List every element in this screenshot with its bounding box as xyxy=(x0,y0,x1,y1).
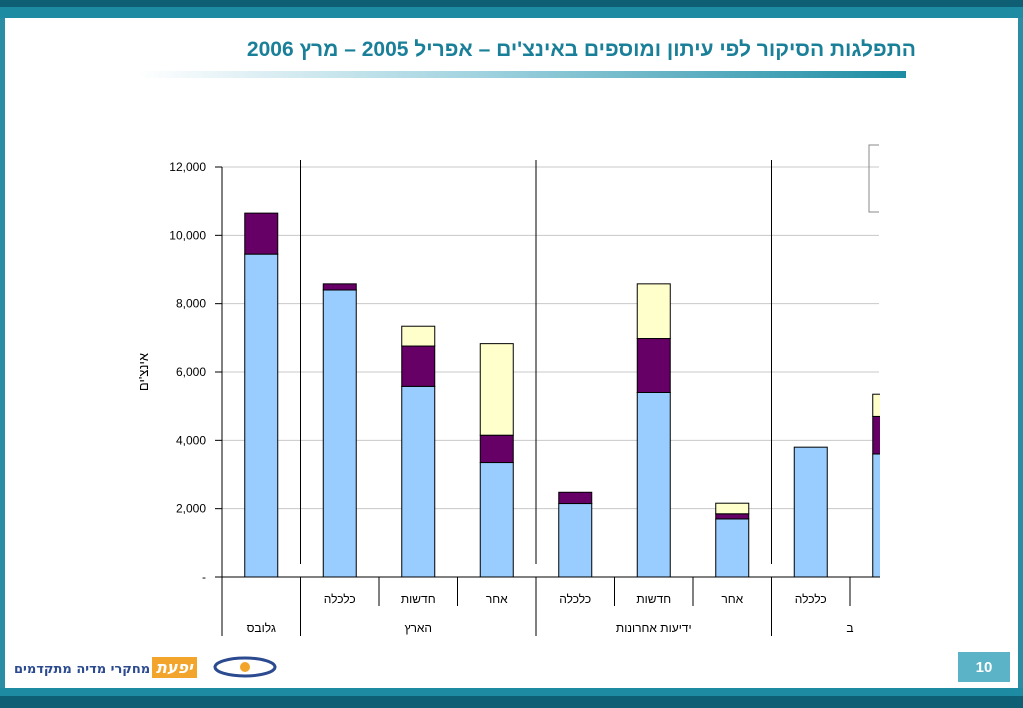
right-frame xyxy=(1018,18,1023,688)
category-label: כלכלה xyxy=(795,592,827,606)
y-axis-label: אינצ'ים xyxy=(136,353,151,391)
bar-segment xyxy=(715,513,750,520)
bar-segment xyxy=(401,385,436,578)
bottom-frame-band-light xyxy=(0,688,1023,696)
logo-brand: יפעת xyxy=(152,657,197,678)
bar-segment xyxy=(401,345,436,387)
bar-segment xyxy=(479,434,514,464)
group-label: הארץ xyxy=(404,621,432,635)
category-label: אחר xyxy=(721,592,743,606)
y-tick-label: - xyxy=(202,570,206,584)
slide-title: התפלגות הסיקור לפי עיתון ומוספים באינצ'י… xyxy=(246,38,916,61)
legend-box xyxy=(868,144,879,213)
y-tick-label: 8,000 xyxy=(176,297,206,311)
category-label: כלכלה xyxy=(559,592,591,606)
bar-segment xyxy=(322,283,357,291)
category-label: אחר xyxy=(486,592,508,606)
top-frame-band-light xyxy=(0,7,1023,18)
bar-segment xyxy=(715,518,750,578)
company-logo: מחקרי מדיה מתקדמים יפעת xyxy=(14,652,284,682)
logo-tagline: מחקרי מדיה מתקדמים xyxy=(14,662,151,677)
bar-segment xyxy=(636,392,671,578)
bar-segment xyxy=(793,446,828,578)
bar-segment xyxy=(401,325,436,347)
bar-segment xyxy=(244,212,279,255)
y-tick-label: 12,000 xyxy=(169,160,206,174)
category-label: כלכלה xyxy=(324,592,356,606)
bar-segment xyxy=(558,503,593,578)
bar-segment xyxy=(479,462,514,578)
bar-segment xyxy=(244,253,279,578)
bar-segment xyxy=(558,491,593,505)
y-tick-label: 6,000 xyxy=(176,365,206,379)
y-tick-label: 10,000 xyxy=(169,228,206,242)
group-label: ב xyxy=(846,621,853,635)
group-label: גלובס xyxy=(247,621,276,635)
bar-segment xyxy=(715,502,750,515)
page-number: 10 xyxy=(958,652,1010,682)
category-label: חדשות xyxy=(636,592,671,606)
y-tick-label: 4,000 xyxy=(176,433,206,447)
bar-segment xyxy=(479,343,514,436)
left-frame xyxy=(0,18,5,688)
eye-logo-icon xyxy=(213,656,277,678)
group-label: ידיעות אחרונות xyxy=(616,621,692,635)
top-frame-band xyxy=(0,0,1023,7)
y-tick-label: 2,000 xyxy=(176,502,206,516)
chart-edge-mask xyxy=(880,140,1017,650)
bar-segment xyxy=(636,283,671,340)
title-underline xyxy=(138,71,906,78)
bar-segment xyxy=(636,338,671,393)
category-label: חדשות xyxy=(401,592,436,606)
bottom-frame-band xyxy=(0,696,1023,708)
bar-segment xyxy=(322,289,357,578)
